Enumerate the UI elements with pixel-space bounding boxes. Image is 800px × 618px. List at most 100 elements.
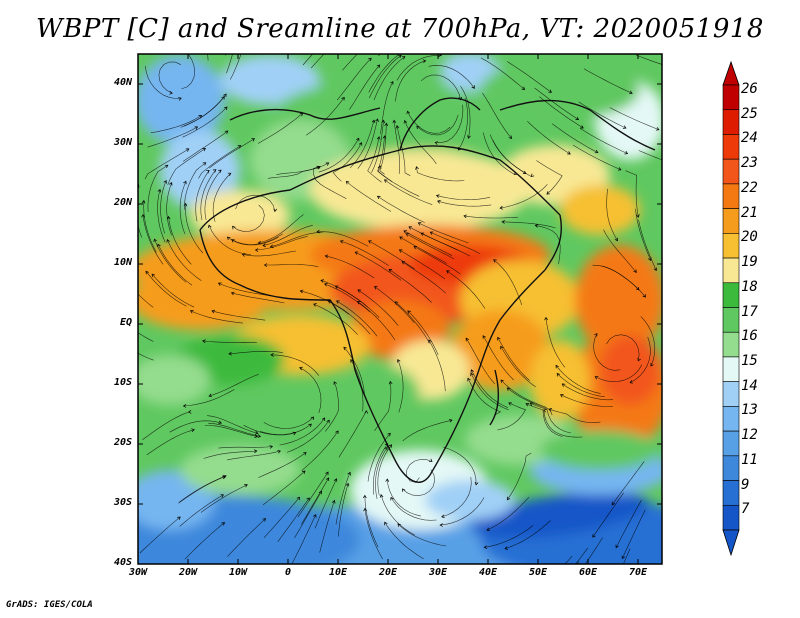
streamline-arrow	[513, 171, 518, 175]
streamline	[270, 232, 323, 248]
streamline	[349, 120, 375, 169]
streamline	[374, 381, 392, 431]
streamline	[212, 172, 232, 222]
streamline	[235, 194, 276, 212]
streamline-arrow	[189, 310, 194, 314]
colorbar-label: 26	[741, 81, 758, 97]
streamline	[395, 301, 430, 344]
streamline-arrow	[376, 195, 381, 200]
colorbar-label: 18	[741, 278, 758, 295]
streamline-arrow	[166, 238, 170, 243]
streamline	[625, 170, 639, 218]
streamline-arrow	[363, 494, 367, 499]
streamline-arrow	[194, 126, 199, 130]
field-blob	[180, 445, 300, 495]
streamline-arrow	[561, 383, 566, 387]
colorbar-label: 22	[741, 179, 758, 196]
streamline-arrow	[169, 90, 173, 95]
streamline	[228, 350, 283, 355]
streamline-arrow	[439, 523, 443, 527]
streamline-arrow	[497, 336, 501, 341]
triangle-up-icon	[722, 60, 740, 86]
streamline	[157, 244, 193, 286]
streamline	[300, 290, 349, 315]
streamline	[399, 249, 446, 280]
lat-label: 10S	[113, 377, 132, 388]
colorbar-label: 14	[741, 377, 758, 394]
streamline	[357, 301, 396, 341]
streamline-arrow	[296, 496, 301, 501]
colorbar-swatch	[722, 307, 740, 333]
coastline	[499, 99, 656, 151]
streamline-arrow	[575, 116, 580, 120]
streamline	[377, 196, 425, 223]
streamline	[190, 310, 243, 324]
streamline	[142, 214, 164, 265]
lon-label: 20E	[378, 567, 398, 578]
streamline-arrow	[384, 521, 388, 526]
streamline	[595, 364, 643, 382]
streamline	[564, 555, 573, 564]
streamline	[139, 516, 181, 554]
streamline	[396, 125, 411, 176]
streamline-arrow	[637, 357, 641, 362]
streamline-arrow	[198, 7, 201, 10]
streamline-arrow	[244, 484, 248, 488]
streamline-arrow	[543, 408, 547, 413]
streamline-arrow	[470, 372, 474, 377]
colorbar-swatch	[722, 455, 740, 481]
streamline	[231, 292, 285, 304]
streamline	[368, 240, 415, 270]
streamline	[465, 338, 496, 385]
streamline	[257, 112, 303, 144]
streamline-arrow	[224, 130, 229, 134]
streamline	[138, 184, 142, 238]
streamline	[294, 491, 322, 539]
streamline-arrow	[187, 410, 192, 414]
streamline-arrow	[435, 194, 440, 198]
streamline-arrow	[384, 122, 389, 127]
streamline-arrow	[163, 179, 167, 184]
streamline-arrow	[387, 432, 391, 437]
axis-ticks	[137, 54, 662, 565]
streamline-arrow	[635, 214, 640, 218]
streamline	[371, 120, 384, 173]
streamline	[593, 333, 621, 371]
streamline-arrow	[310, 416, 315, 420]
streamline	[158, 61, 182, 94]
streamline	[204, 169, 222, 220]
streamline-arrow	[633, 269, 637, 273]
streamline	[227, 450, 281, 461]
streamline-arrow	[333, 478, 338, 482]
triangle-down-icon	[722, 529, 740, 557]
streamline	[208, 224, 251, 255]
streamline-arrow	[364, 410, 369, 414]
streamline	[242, 250, 297, 257]
streamline-arrow	[617, 167, 622, 171]
streamline-arrow	[457, 147, 462, 151]
streamline-arrow	[277, 449, 281, 454]
coastline	[489, 369, 499, 426]
streamline	[143, 200, 157, 253]
streamline-arrow	[508, 135, 513, 140]
streamline	[138, 301, 139, 303]
streamline-arrow	[500, 345, 504, 350]
streamline-arrow	[374, 286, 378, 290]
colorbar-label: 24	[741, 130, 758, 147]
streamline-arrow	[318, 490, 322, 495]
colorbar-label: 9	[741, 476, 750, 493]
streamline	[395, 60, 426, 102]
streamline	[367, 433, 391, 482]
streamline	[209, 374, 259, 397]
streamline	[336, 300, 378, 337]
streamline-arrow	[420, 232, 425, 236]
streamline	[263, 416, 314, 429]
streamline-arrow	[302, 470, 306, 474]
streamline	[592, 264, 640, 291]
streamline-arrow	[182, 404, 187, 408]
streamline-arrow	[368, 57, 372, 62]
streamline	[211, 310, 266, 321]
streamline	[317, 231, 369, 247]
streamline	[169, 420, 222, 433]
